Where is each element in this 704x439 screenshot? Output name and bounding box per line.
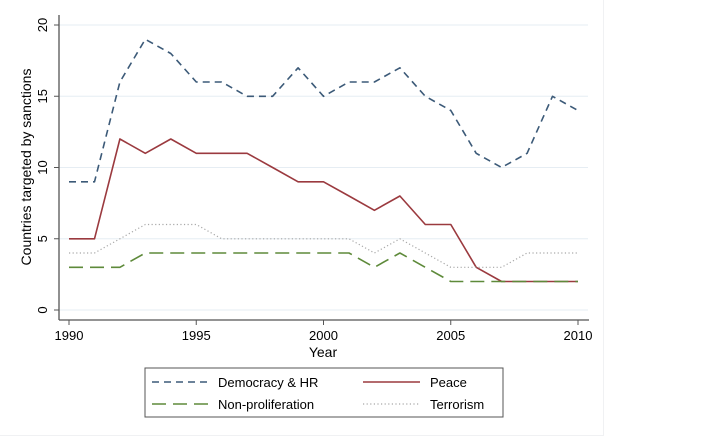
x-tick-label-1995: 1995 (182, 328, 211, 343)
legend-label-non-proliferation: Non-proliferation (218, 397, 314, 412)
x-tick-label-1990: 1990 (55, 328, 84, 343)
x-tick-label-2000: 2000 (309, 328, 338, 343)
y-tick-label-10: 10 (35, 160, 50, 174)
series-line-non-proliferation (69, 252, 578, 283)
series-line-terrorism (69, 223, 578, 268)
y-tick-label-15: 15 (35, 89, 50, 103)
x-tick-label-2005: 2005 (436, 328, 465, 343)
x-tick-label-2010: 2010 (564, 328, 593, 343)
y-tick-label-20: 20 (35, 18, 50, 32)
legend-label-democracy-hr: Democracy & HR (218, 375, 318, 390)
y-tick-label-5: 5 (35, 235, 50, 242)
legend-box (144, 367, 504, 418)
axes: 0 5 10 15 20 1990 1995 2000 2005 2010 (35, 15, 592, 343)
legend-label-peace: Peace (430, 375, 467, 390)
y-tick-label-0: 0 (35, 306, 50, 313)
legend-label-terrorism: Terrorism (430, 397, 484, 412)
series-lines (69, 38, 579, 283)
legend: Democracy & HR Peace Non-proliferation Terr… (144, 367, 504, 418)
series-line-democracy-hr (69, 38, 579, 183)
x-axis-label: Year (309, 344, 338, 360)
gridlines (59, 24, 588, 311)
series-line-peace (69, 138, 578, 283)
panel-right-edge (603, 0, 604, 435)
panel-bottom-edge (0, 435, 604, 436)
y-axis-label: Countries targeted by sanctions (18, 69, 34, 266)
